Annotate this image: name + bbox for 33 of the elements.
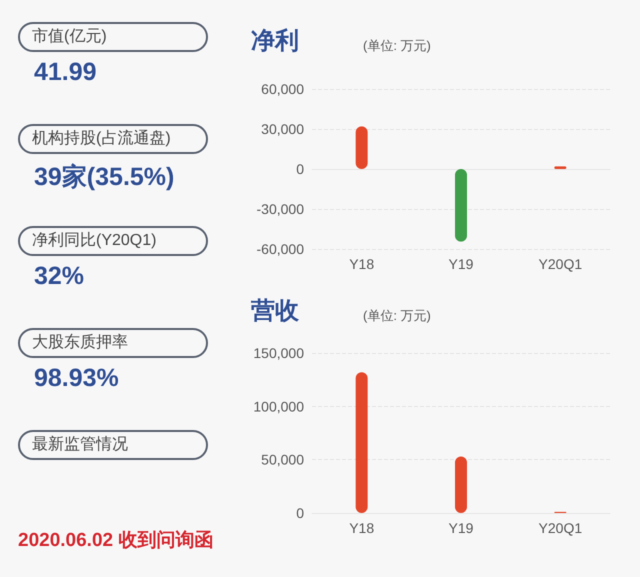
- text: 市值(亿元): [18, 22, 208, 52]
- x-tick-label: Y20Q1: [538, 256, 582, 272]
- chart-title: 营收: [250, 298, 300, 324]
- text: 32%: [34, 262, 84, 291]
- x-tick-label: Y18: [349, 256, 374, 272]
- y-tick-label: 60,000: [261, 81, 304, 97]
- y-tick-label: 50,000: [261, 452, 304, 468]
- text: 机构持股(占流通盘): [18, 124, 208, 154]
- bar: [455, 456, 467, 513]
- text: 98.93%: [34, 364, 119, 393]
- bar: [356, 126, 368, 169]
- text: 41.99: [34, 58, 97, 87]
- bar: [455, 169, 467, 242]
- y-tick-label: -60,000: [256, 241, 304, 257]
- x-tick-label: Y19: [448, 256, 474, 272]
- y-tick-label: 100,000: [253, 398, 304, 414]
- text: 最新监管情况: [18, 430, 208, 460]
- x-tick-label: Y19: [448, 520, 474, 536]
- text: 39家(35.5%): [34, 162, 174, 193]
- x-tick-label: Y20Q1: [538, 520, 582, 536]
- y-tick-label: 30,000: [261, 121, 304, 137]
- text: 大股东质押率: [18, 328, 208, 358]
- chart-subtitle: (单位: 万元): [363, 308, 431, 323]
- y-tick-label: 0: [296, 161, 304, 177]
- y-tick-label: -30,000: [256, 201, 304, 217]
- chart-subtitle: (单位: 万元): [363, 38, 431, 53]
- y-tick-label: 150,000: [253, 345, 304, 361]
- text: 2020.06.02 收到问询函: [18, 529, 214, 553]
- bar: [356, 372, 368, 513]
- x-tick-label: Y18: [349, 520, 374, 536]
- chart-title: 净利: [251, 28, 299, 54]
- y-tick-label: 0: [296, 505, 304, 521]
- text: 净利同比(Y20Q1): [18, 226, 208, 256]
